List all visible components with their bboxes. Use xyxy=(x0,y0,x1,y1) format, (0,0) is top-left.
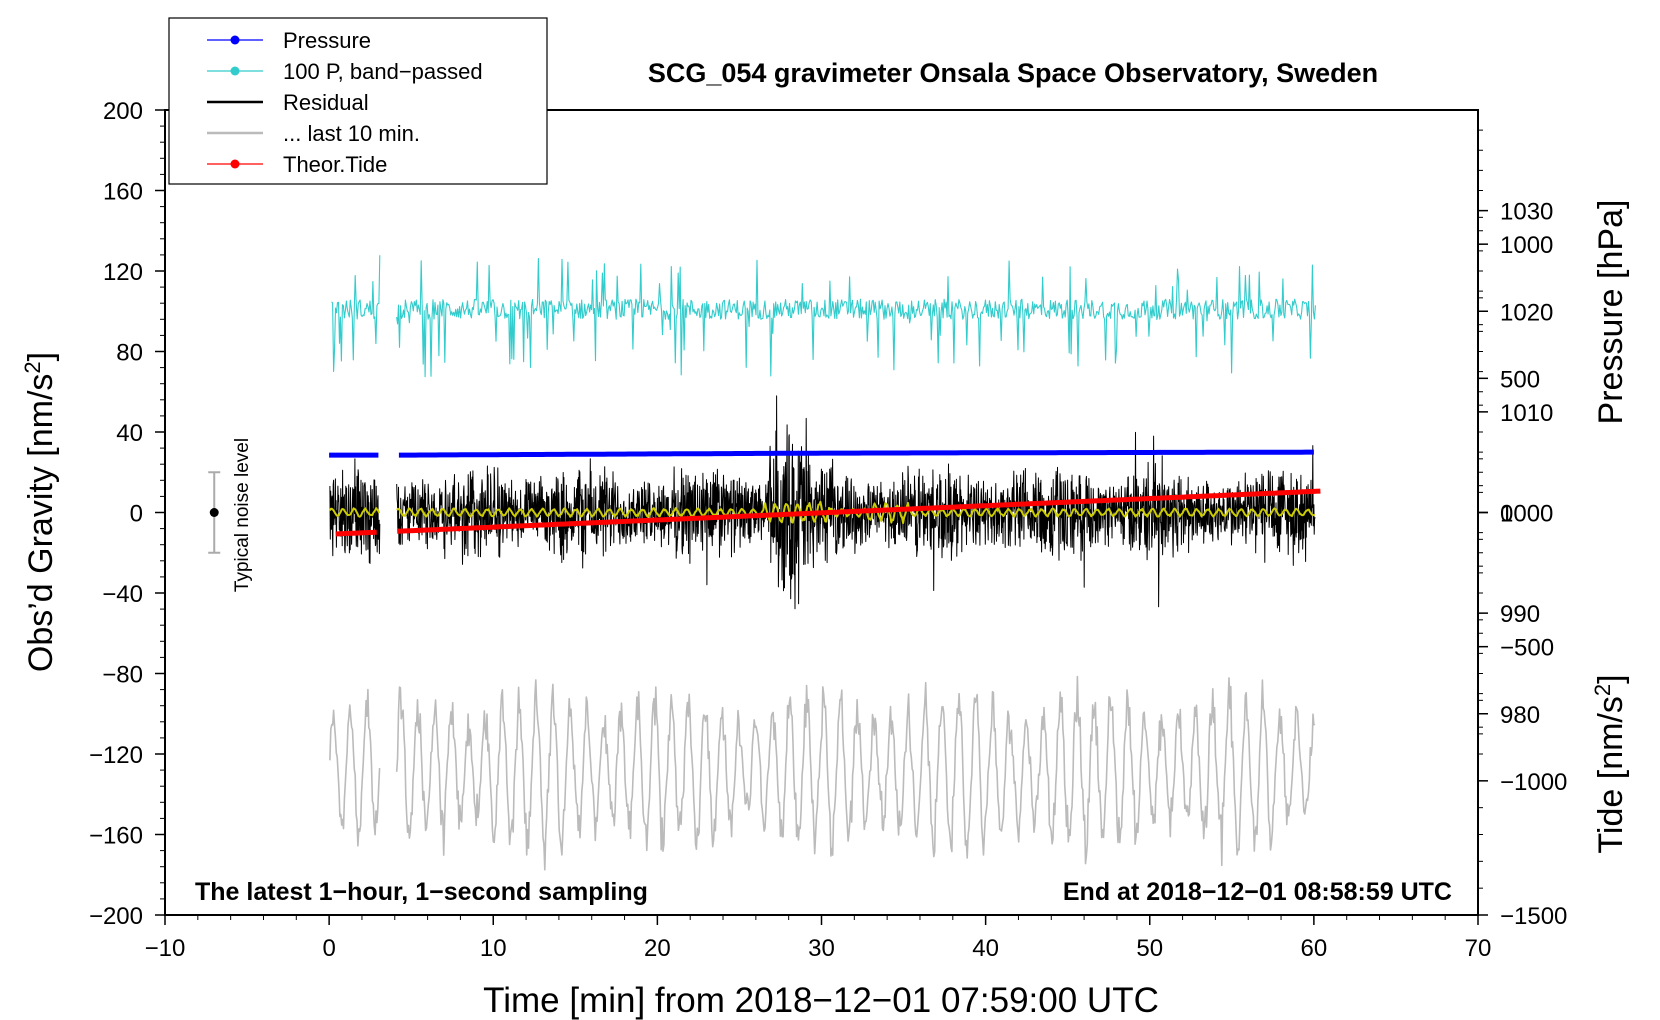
y-tick-label: −120 xyxy=(89,742,143,769)
y-tick-label: 200 xyxy=(103,98,143,125)
tide-tick-label: −500 xyxy=(1500,635,1554,662)
x-tick-label: 30 xyxy=(808,935,835,962)
legend-label: Theor.Tide xyxy=(283,152,387,177)
x-tick-label: 60 xyxy=(1301,935,1328,962)
series-band-passed-pressure-segment xyxy=(396,257,1316,378)
series-theoretical-tide-segment xyxy=(335,529,377,537)
series-band-passed-pressure xyxy=(331,255,1316,378)
tide-tick-label: −1000 xyxy=(1500,769,1567,796)
tide-tick-label: 1000 xyxy=(1500,232,1553,259)
x-axis-label: Time [min] from 2018−12−01 07:59:00 UTC xyxy=(483,981,1159,1020)
y-tick-label: −200 xyxy=(89,903,143,930)
series-residual-segment xyxy=(329,458,381,564)
annotation-end-time: End at 2018−12−01 08:58:59 UTC xyxy=(1063,878,1452,906)
series-smoothed-residual-segment xyxy=(329,507,381,518)
legend-label: 100 P, band−passed xyxy=(283,59,483,84)
y-tick-label: 160 xyxy=(103,179,143,206)
series-pressure-segment xyxy=(398,449,1314,458)
y-tick-label: −40 xyxy=(102,581,143,608)
y-tick-label: −80 xyxy=(102,662,143,689)
legend-label: ... last 10 min. xyxy=(283,121,420,146)
chart-title: SCG_054 gravimeter Onsala Space Observat… xyxy=(648,58,1378,88)
noise-center-dot xyxy=(209,508,219,517)
noise-indicator: Typical noise level xyxy=(208,438,253,592)
series-last-10-min xyxy=(329,675,1316,871)
legend-marker xyxy=(230,35,240,45)
x-tick-label: 70 xyxy=(1465,935,1492,962)
x-tick-label: 50 xyxy=(1136,935,1163,962)
pressure-tick-label: 1020 xyxy=(1500,299,1553,326)
series-last-10-min-segment xyxy=(395,675,1316,871)
y-tick-label: 120 xyxy=(103,259,143,286)
series-pressure xyxy=(329,449,1314,458)
legend-marker xyxy=(230,66,240,76)
y-tick-label: −160 xyxy=(89,823,143,850)
legend-marker xyxy=(230,159,240,169)
plot-layer xyxy=(329,255,1321,871)
tide-tick-label: −1500 xyxy=(1500,903,1567,930)
x-tick-label: 10 xyxy=(480,935,507,962)
tide-tick-label: 0 xyxy=(1500,501,1513,528)
annotation-sampling: The latest 1−hour, 1−second sampling xyxy=(195,878,648,906)
pressure-tick-label: 1000 xyxy=(1500,501,1553,528)
x-tick-label: 40 xyxy=(972,935,999,962)
series-theoretical-tide xyxy=(335,488,1321,537)
legend-label: Pressure xyxy=(283,28,371,53)
y-axis-label-left: Obs’d Gravity [nm/s2] xyxy=(20,352,60,672)
y-axis-label-pressure: Pressure [hPa] xyxy=(1592,200,1630,425)
axes-layer: −10 0 10 20 30 40 50 60 7020016012080400−40−80−1… xyxy=(89,98,1567,962)
y-tick-label: 80 xyxy=(116,340,143,367)
pressure-tick-label: 1030 xyxy=(1500,199,1553,226)
y-tick-label: 0 xyxy=(130,501,143,528)
x-tick-label: 0 xyxy=(322,935,335,962)
series-last-10-min-segment xyxy=(329,688,381,847)
legend-label: Residual xyxy=(283,90,369,115)
legend: Pressure 100 P, band−passed Residual ... la… xyxy=(168,17,548,185)
pressure-tick-label: 980 xyxy=(1500,702,1540,729)
noise-label: Typical noise level xyxy=(232,438,253,592)
y-tick-label: 40 xyxy=(116,420,143,447)
y-axis-label-tide: Tide [nm/s2] xyxy=(1590,674,1630,853)
tide-tick-label: 500 xyxy=(1500,366,1540,393)
pressure-tick-label: 1010 xyxy=(1500,400,1553,427)
x-tick-label: 20 xyxy=(644,935,671,962)
series-residual xyxy=(329,395,1316,610)
series-residual-segment xyxy=(396,395,1316,610)
x-tick-label: −10 xyxy=(145,935,186,962)
series-theoretical-tide-segment xyxy=(397,488,1321,534)
pressure-tick-label: 990 xyxy=(1500,601,1540,628)
series-band-passed-pressure-segment xyxy=(331,255,381,373)
